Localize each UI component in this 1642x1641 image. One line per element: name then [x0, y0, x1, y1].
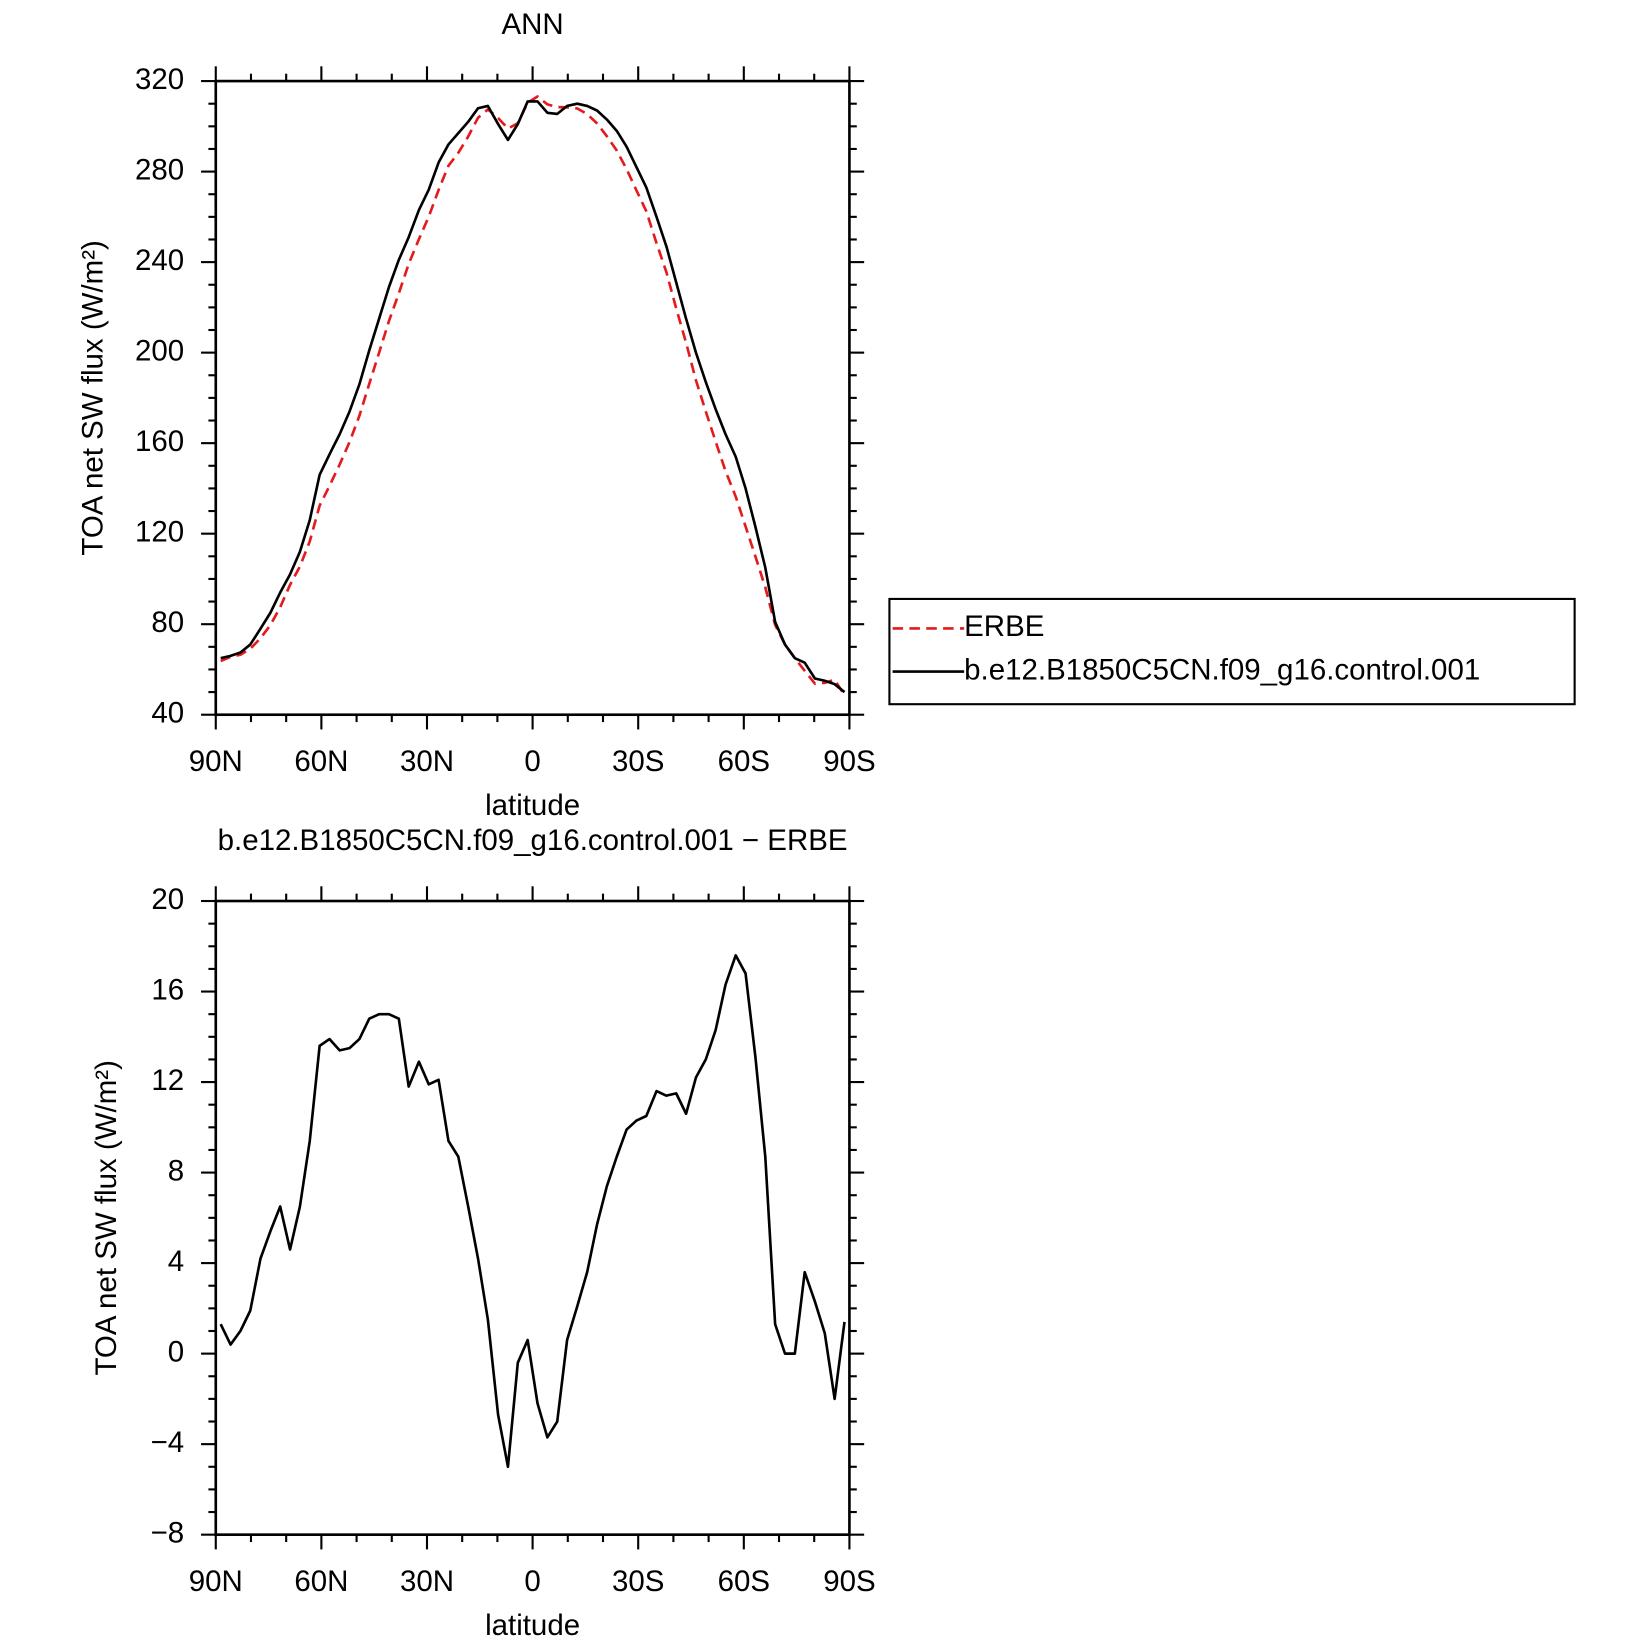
- y-tick-label: 16: [151, 973, 184, 1006]
- x-tick-label: 30S: [612, 1565, 664, 1598]
- plot-frame: [214, 79, 851, 717]
- data-line: [220, 95, 846, 696]
- legend-box: [888, 597, 1576, 706]
- y-tick-label: 320: [135, 63, 184, 96]
- y-tick-label: 80: [151, 606, 184, 639]
- y-tick-label: 280: [135, 153, 184, 186]
- x-tick-label: 90S: [823, 1565, 875, 1598]
- data-line: [220, 100, 846, 694]
- y-tick-label: 160: [135, 425, 184, 458]
- data-line: [219, 954, 846, 1469]
- y-tick-label: 20: [151, 883, 184, 916]
- x-tick-label: 30N: [400, 1565, 454, 1598]
- x-tick-label: 60S: [718, 745, 770, 778]
- legend-label: b.e12.B1850C5CN.f09_g16.control.001: [964, 653, 1480, 686]
- y-axis-label: TOA net SW flux (W/m²): [90, 1060, 123, 1375]
- x-tick-label: 0: [524, 1565, 540, 1598]
- legend-label: ERBE: [964, 610, 1044, 643]
- x-axis-label: latitude: [485, 1609, 580, 1641]
- x-tick-label: 30S: [612, 745, 664, 778]
- x-tick-label: 30N: [400, 745, 454, 778]
- chart-title: ANN: [501, 8, 563, 41]
- x-axis-label: latitude: [485, 789, 580, 822]
- x-tick-label: 60N: [294, 1565, 348, 1598]
- y-tick-label: 240: [135, 244, 184, 277]
- x-tick-label: 60S: [718, 1565, 770, 1598]
- y-tick-label: −8: [151, 1516, 185, 1549]
- y-tick-label: 120: [135, 515, 184, 548]
- x-tick-label: 0: [524, 745, 540, 778]
- y-tick-label: 0: [168, 1335, 184, 1368]
- x-tick-label: 60N: [294, 745, 348, 778]
- x-tick-label: 90N: [189, 1565, 243, 1598]
- y-tick-label: 8: [168, 1154, 184, 1187]
- x-tick-label: 90N: [189, 745, 243, 778]
- chart-title: b.e12.B1850C5CN.f09_g16.control.001 − ER…: [218, 824, 848, 857]
- y-tick-label: 12: [151, 1064, 184, 1097]
- y-tick-label: 4: [168, 1245, 184, 1278]
- y-tick-label: 40: [151, 696, 184, 729]
- y-axis-label: TOA net SW flux (W/m²): [77, 240, 110, 555]
- y-tick-label: −4: [151, 1426, 185, 1459]
- y-tick-label: 200: [135, 334, 184, 367]
- x-tick-label: 90S: [823, 745, 875, 778]
- plot-frame: [214, 899, 851, 1536]
